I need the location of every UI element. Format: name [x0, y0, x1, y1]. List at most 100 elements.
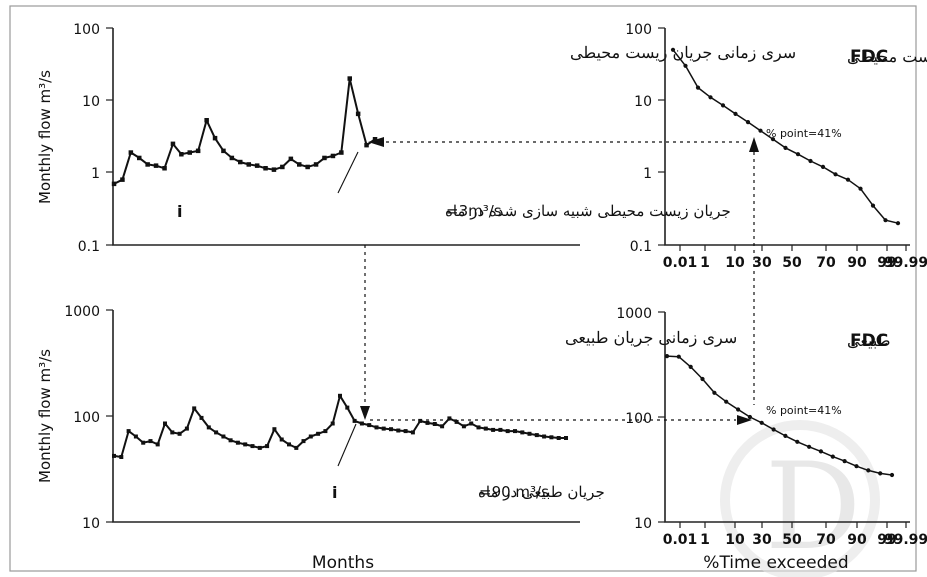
- env-series-line: [113, 77, 376, 185]
- env-series-marker: [288, 156, 294, 162]
- env-fdc-point: [808, 158, 813, 164]
- natural-series-marker: [476, 425, 481, 430]
- env-series-marker: [212, 135, 218, 141]
- env-series-marker: [246, 162, 251, 167]
- env-series-title: سری زمانی جریان زیست محیطی: [570, 43, 796, 62]
- natural-series-marker: [155, 442, 160, 447]
- natural-series-marker: [235, 440, 240, 445]
- natural-series-marker: [206, 425, 211, 430]
- natural-series-marker: [556, 436, 561, 440]
- natural-series-marker: [301, 439, 306, 444]
- natural-fdc-point: [664, 354, 670, 359]
- guide-env-fdc-arrow-up: [749, 137, 759, 152]
- natural-series-marker: [505, 429, 510, 434]
- env-fdc-point: [670, 47, 676, 52]
- natural-series-marker: [498, 427, 503, 432]
- env-series-marker: [128, 150, 134, 155]
- env-series-marker: [111, 181, 117, 187]
- env-series-marker: [297, 162, 302, 167]
- natural-series-marker: [527, 431, 532, 436]
- env-series-marker: [170, 141, 176, 147]
- natural-series-ylabel: Monthly flow m³/s: [36, 349, 54, 483]
- env-series-ylabel: Monthly flow m³/s: [36, 70, 54, 204]
- guide-env-arrow-left: [368, 137, 384, 147]
- env-fdc-point: [833, 172, 838, 177]
- natural-series-marker: [163, 421, 167, 426]
- natural-fdc-xtick-label: 99: [877, 532, 896, 548]
- natural-fdc-point: [724, 399, 729, 404]
- env-fdc-xtick-label: 99.99: [884, 255, 927, 271]
- natural-series-marker: [308, 434, 313, 439]
- env-fdc-point: [858, 186, 863, 191]
- env-fdc-ytick-label: 0.1: [630, 239, 652, 255]
- env-fdc-xtick-label: 1: [700, 255, 710, 271]
- natural-series-marker: [403, 429, 408, 434]
- natural-annotation-leader: [337, 423, 357, 467]
- natural-series-marker: [323, 429, 328, 434]
- natural-fdc-ytick-label: 100: [625, 411, 652, 427]
- natural-fdc-ytick-label: 1000: [616, 306, 652, 322]
- natural-series-marker: [221, 434, 226, 439]
- env-fdc-points: [670, 47, 901, 226]
- env-fdc-point: [870, 203, 876, 208]
- natural-annotation-index: i: [332, 483, 337, 502]
- env-fdc-point: [683, 63, 688, 68]
- natural-series-ytick-label: 10: [82, 516, 100, 532]
- natural-fdc-point: [854, 464, 859, 469]
- env-series-markers: [111, 76, 378, 187]
- natural-series-marker: [352, 418, 357, 423]
- natural-series-ytick-label: 100: [73, 410, 100, 426]
- natural-series-marker: [432, 422, 437, 426]
- env-fdc-point: [820, 164, 826, 169]
- natural-series-marker: [316, 431, 321, 436]
- natural-series-marker: [170, 430, 175, 435]
- env-series-ytick-label: 10: [82, 94, 100, 110]
- natural-series-marker: [112, 453, 116, 458]
- natural-annotation-text: جریان طبیعی در ماه: [478, 483, 605, 501]
- natural-series-marker: [192, 406, 197, 411]
- natural-fdc-title-bold: FDC: [850, 331, 888, 351]
- natural-fdc-point: [736, 407, 741, 412]
- natural-fdc-point: [688, 364, 693, 369]
- natural-series-marker: [126, 429, 131, 434]
- natural-series-marker: [243, 442, 248, 447]
- env-fdc-ytick-label: 100: [625, 22, 652, 38]
- env-fdc-point: [795, 152, 801, 157]
- natural-series-title: سری زمانی جریان طبیعی: [565, 328, 737, 347]
- guide-natural-arrow-right: [737, 415, 752, 425]
- env-series-marker: [330, 153, 336, 159]
- natural-series-marker: [410, 430, 415, 435]
- env-series-marker: [145, 162, 150, 167]
- env-annotation-text: جریان زیست محیطی شبیه سازی شده در ماه: [445, 202, 731, 220]
- env-series-marker: [162, 166, 167, 171]
- natural-series-marker: [447, 416, 452, 421]
- connector-guides: [360, 137, 759, 425]
- natural-fdc-point: [676, 354, 681, 359]
- env-series-marker: [364, 142, 369, 148]
- natural-series-marker: [279, 437, 284, 442]
- natural-series-marker: [425, 420, 430, 425]
- natural-fdc-point: [842, 459, 847, 464]
- natural-series-marker: [374, 425, 379, 430]
- env-fdc-xtick-label: 0.01: [663, 255, 698, 271]
- natural-series-marker: [454, 419, 459, 424]
- env-series-marker: [229, 155, 235, 161]
- natural-series-marker: [272, 427, 277, 432]
- env-series-marker: [153, 163, 159, 168]
- natural-fdc-xtick-label: 90: [847, 532, 867, 548]
- natural-fdc-point: [783, 433, 788, 438]
- env-series-marker: [263, 166, 268, 171]
- natural-fdc-points: [664, 354, 895, 478]
- natural-series-marker: [338, 393, 342, 398]
- natural-series-marker: [389, 427, 393, 432]
- natural-series-xlabel: Months: [312, 553, 374, 573]
- natural-fdc-point: [795, 439, 800, 444]
- env-fdc-point: [708, 95, 713, 100]
- natural-series-marker: [491, 427, 496, 432]
- env-fdc-xtick-label: 70: [816, 255, 836, 271]
- env-series-ytick-label: 100: [73, 22, 100, 38]
- env-fdc-xtick-label: 30: [752, 255, 772, 271]
- natural-series-marker: [461, 424, 466, 429]
